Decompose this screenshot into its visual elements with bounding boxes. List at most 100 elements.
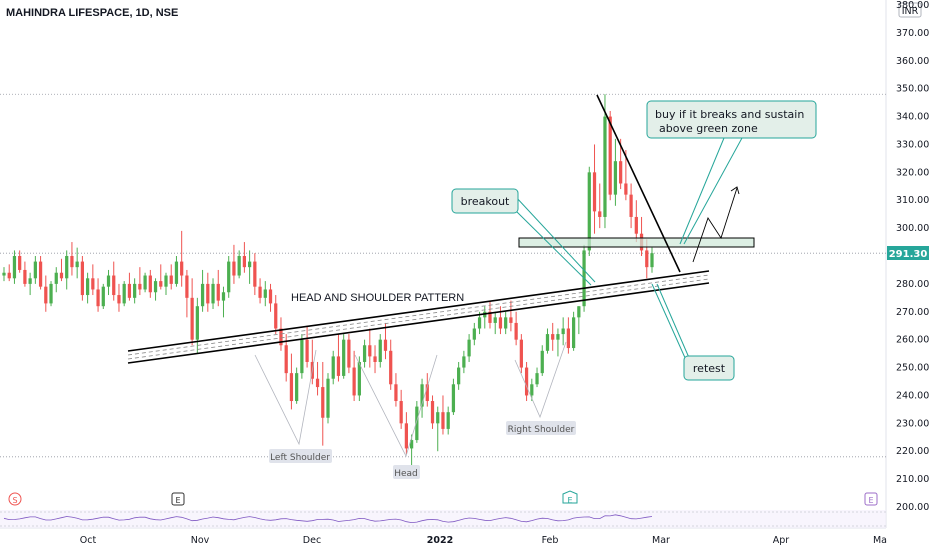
candle bbox=[561, 317, 565, 346]
candle bbox=[603, 94, 607, 229]
current-price-label: 291.30 bbox=[889, 249, 928, 260]
candle bbox=[436, 406, 440, 452]
candle bbox=[169, 264, 173, 290]
candle bbox=[566, 317, 571, 354]
candle bbox=[232, 244, 236, 284]
split-marker-icon[interactable] bbox=[8, 492, 22, 506]
candle bbox=[540, 345, 544, 376]
earnings-marker-icon[interactable] bbox=[171, 492, 185, 506]
candle bbox=[383, 322, 388, 360]
head-tag bbox=[393, 465, 420, 479]
indicator-pane bbox=[0, 510, 886, 528]
candle bbox=[556, 328, 560, 357]
candle bbox=[389, 339, 393, 390]
candle bbox=[159, 264, 163, 290]
candle bbox=[216, 269, 220, 307]
y-tick-label: 380.00 bbox=[896, 0, 929, 11]
candle bbox=[190, 278, 194, 346]
retest-pointer-b bbox=[656, 283, 691, 361]
left-shoulder-guide bbox=[254, 349, 317, 446]
y-tick-label: 340.00 bbox=[896, 112, 929, 123]
x-tick-label: Mar bbox=[652, 535, 670, 546]
candle bbox=[180, 230, 184, 287]
earnings-marker-2-icon[interactable] bbox=[562, 490, 578, 504]
candle bbox=[133, 278, 137, 304]
currency-label: INR bbox=[902, 6, 919, 17]
time-axis[interactable]: Oct Nov Dec 2022 Feb Mar Apr Ma bbox=[80, 535, 887, 546]
candle bbox=[44, 275, 48, 312]
candle bbox=[258, 278, 262, 304]
breakout-pointer-b bbox=[514, 195, 596, 283]
candle bbox=[138, 267, 142, 296]
candle bbox=[211, 278, 215, 309]
candle bbox=[420, 378, 424, 418]
candle bbox=[331, 350, 335, 385]
candle bbox=[430, 395, 435, 429]
candle bbox=[237, 250, 241, 279]
buy-pointer-a bbox=[679, 137, 725, 245]
candle bbox=[268, 283, 273, 312]
candle bbox=[347, 334, 351, 374]
y-tick-label: 260.00 bbox=[896, 335, 929, 346]
retest-callout[interactable] bbox=[683, 355, 735, 381]
candle bbox=[106, 269, 111, 296]
candle bbox=[289, 353, 294, 410]
candle bbox=[577, 306, 581, 335]
buy-callout-text: buy if it breaks and sustain above green … bbox=[655, 108, 804, 135]
retest-pointer-a bbox=[651, 283, 687, 361]
price-axis[interactable]: 200.00 210.00 220.00 230.00 240.00 250.00 260.… bbox=[896, 0, 929, 513]
candle bbox=[122, 281, 126, 307]
candle bbox=[305, 325, 309, 368]
candle bbox=[571, 311, 576, 351]
candle bbox=[295, 367, 299, 404]
candle bbox=[195, 297, 199, 354]
left-shoulder-label: Left Shoulder bbox=[270, 453, 330, 463]
earnings-marker-text: E bbox=[175, 496, 180, 505]
y-tick-label: 270.00 bbox=[896, 307, 929, 318]
right-shoulder-tag bbox=[506, 421, 576, 435]
candle bbox=[399, 389, 403, 429]
breakout-callout[interactable] bbox=[451, 188, 519, 214]
green-zone[interactable] bbox=[518, 237, 755, 248]
candle bbox=[545, 328, 550, 354]
candle bbox=[153, 278, 158, 301]
pattern-title: HEAD AND SHOULDER PATTERN bbox=[291, 292, 464, 304]
candle bbox=[477, 311, 482, 335]
x-tick-label: Ma bbox=[873, 535, 887, 546]
head-guide bbox=[354, 354, 438, 458]
candle bbox=[535, 367, 539, 388]
candle bbox=[85, 272, 90, 304]
downtrend-line[interactable] bbox=[596, 94, 681, 273]
candle bbox=[112, 261, 116, 301]
candle bbox=[446, 406, 450, 435]
candle bbox=[221, 286, 226, 318]
y-tick-label: 230.00 bbox=[896, 418, 929, 429]
buy-callout[interactable] bbox=[646, 100, 817, 139]
candle bbox=[378, 334, 382, 368]
y-tick-label: 200.00 bbox=[896, 502, 929, 513]
buy-callout-line-2: above green zone bbox=[659, 122, 758, 135]
candle bbox=[242, 242, 247, 273]
neckline-lower[interactable] bbox=[127, 282, 710, 364]
y-tick-label: 210.00 bbox=[896, 474, 929, 485]
earnings-marker-3-icon[interactable] bbox=[864, 492, 878, 506]
currency-badge[interactable] bbox=[898, 2, 922, 18]
neckline-upper[interactable] bbox=[127, 270, 710, 352]
symbol-title: MAHINDRA LIFESPACE, 1D, NSE bbox=[6, 7, 178, 19]
x-tick-label: Oct bbox=[80, 535, 97, 546]
candle bbox=[59, 258, 64, 282]
y-tick-label: 360.00 bbox=[896, 56, 929, 67]
y-tick-label: 240.00 bbox=[896, 390, 929, 401]
candle bbox=[65, 250, 69, 290]
candle bbox=[2, 267, 6, 282]
y-tick-label: 370.00 bbox=[896, 28, 929, 39]
candle bbox=[608, 110, 612, 201]
candle bbox=[23, 261, 27, 287]
retest-callout-text: retest bbox=[693, 362, 726, 375]
candle bbox=[493, 311, 497, 335]
left-shoulder-tag bbox=[269, 449, 332, 463]
y-tick-label: 220.00 bbox=[896, 446, 929, 457]
candle bbox=[274, 295, 278, 335]
candle bbox=[28, 272, 32, 296]
